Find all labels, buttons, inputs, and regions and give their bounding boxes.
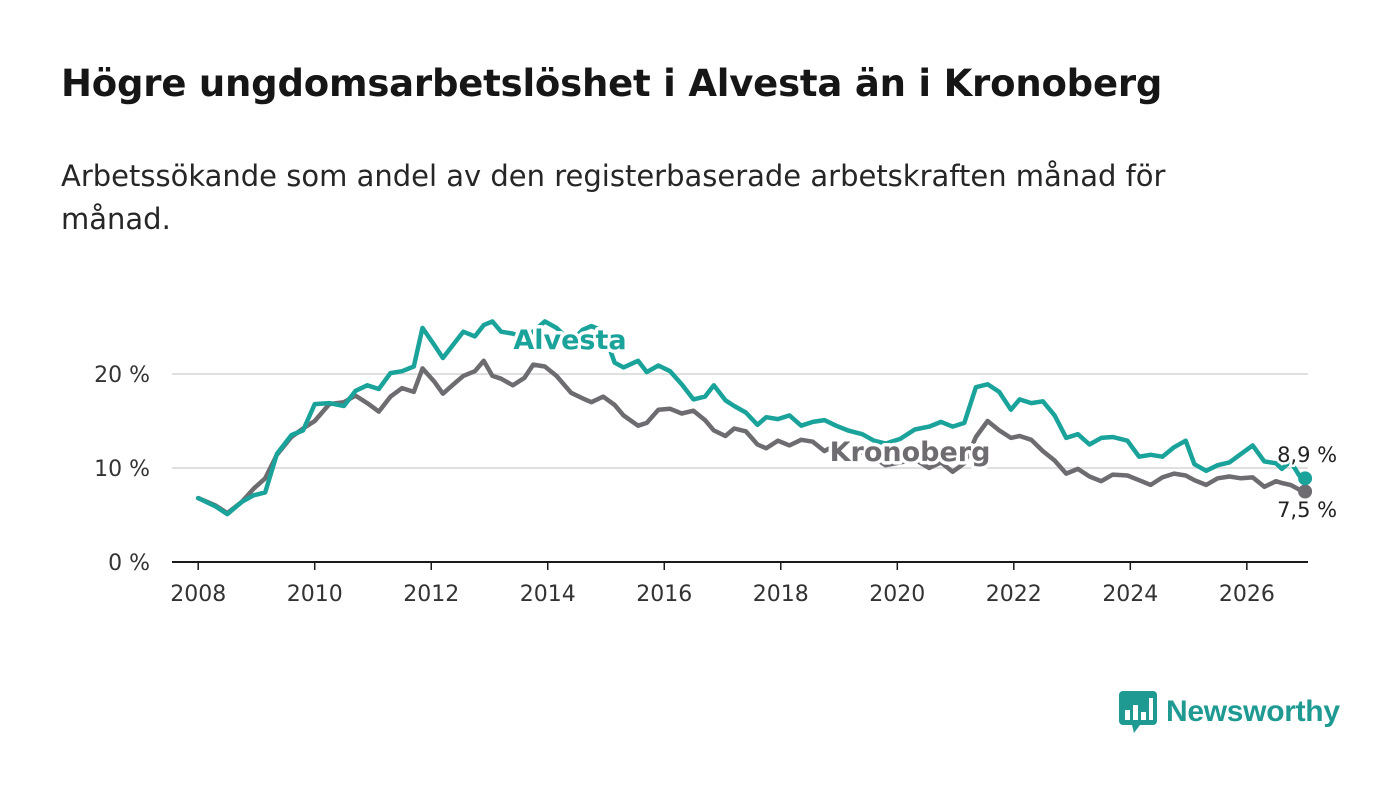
x-tick-label: 2016 (636, 582, 692, 607)
gridlines: 0 % 10 % 20 % (94, 363, 1308, 576)
x-tick-label: 2014 (520, 582, 576, 607)
series-line-kronoberg (195, 358, 1308, 516)
brand-logo[interactable]: Newsworthy (1118, 690, 1340, 734)
chart-subtitle: Arbetssökande som andel av den registerb… (61, 159, 1166, 236)
y-tick-label: 10 % (94, 457, 150, 482)
end-point-kronoberg (1298, 484, 1313, 499)
x-tick-label: 2024 (1102, 582, 1158, 607)
series-lines (195, 319, 1313, 517)
x-tick-label: 2026 (1219, 582, 1275, 607)
series-label-alvesta: Alvesta (513, 325, 626, 356)
series-label-kronoberg: Kronoberg (830, 437, 991, 468)
x-axis: 2008 2010 2012 2014 2016 2018 2020 2022 2024 2026 (170, 561, 1308, 607)
chart-title: Högre ungdomsarbetslöshet i Alvesta än i… (61, 62, 1163, 105)
x-tick-label: 2018 (753, 582, 809, 607)
x-tick-label: 2022 (986, 582, 1042, 607)
end-label-kronoberg: 7,5 % (1277, 498, 1337, 522)
series-labels: Alvesta Kronoberg 8,9 % 7,5 % (510, 322, 1340, 525)
end-point-alvesta (1298, 471, 1313, 486)
brand-name: Newsworthy (1166, 695, 1340, 728)
newsworthy-logo-icon (1119, 691, 1157, 733)
y-tick-label: 0 % (108, 551, 150, 576)
x-tick-label: 2010 (287, 582, 343, 607)
series-line-alvesta (195, 319, 1308, 517)
x-tick-label: 2012 (403, 582, 459, 607)
end-label-alvesta: 8,9 % (1277, 443, 1337, 467)
x-tick-label: 2020 (869, 582, 925, 607)
x-tick-label: 2008 (170, 582, 226, 607)
y-tick-label: 20 % (94, 363, 150, 388)
